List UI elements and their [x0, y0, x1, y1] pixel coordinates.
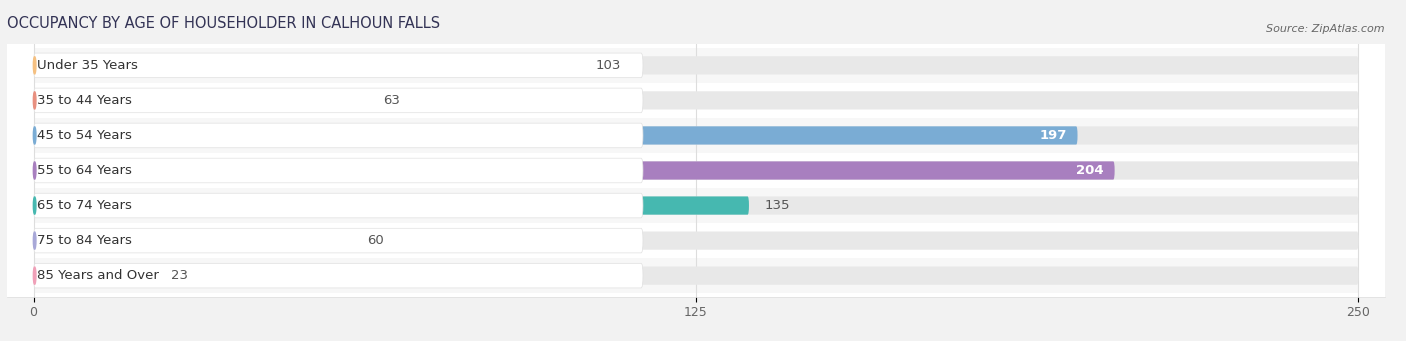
FancyBboxPatch shape	[34, 161, 1115, 180]
Text: Under 35 Years: Under 35 Years	[37, 59, 138, 72]
FancyBboxPatch shape	[34, 232, 1358, 250]
Bar	[34, 188, 1358, 223]
Text: 135: 135	[765, 199, 790, 212]
Bar	[34, 48, 1358, 83]
Circle shape	[34, 162, 37, 179]
FancyBboxPatch shape	[34, 91, 1358, 109]
Circle shape	[34, 57, 37, 74]
Bar	[34, 118, 1358, 153]
FancyBboxPatch shape	[34, 56, 579, 74]
Bar	[34, 258, 1358, 293]
Text: 204: 204	[1077, 164, 1104, 177]
FancyBboxPatch shape	[34, 158, 643, 183]
FancyBboxPatch shape	[34, 193, 643, 218]
Circle shape	[34, 197, 37, 214]
FancyBboxPatch shape	[34, 232, 352, 250]
Text: OCCUPANCY BY AGE OF HOUSEHOLDER IN CALHOUN FALLS: OCCUPANCY BY AGE OF HOUSEHOLDER IN CALHO…	[7, 16, 440, 31]
Text: 65 to 74 Years: 65 to 74 Years	[37, 199, 132, 212]
Text: Source: ZipAtlas.com: Source: ZipAtlas.com	[1267, 24, 1385, 34]
FancyBboxPatch shape	[34, 196, 1358, 215]
Bar	[34, 153, 1358, 188]
Text: 103: 103	[595, 59, 620, 72]
FancyBboxPatch shape	[34, 88, 643, 113]
FancyBboxPatch shape	[34, 123, 643, 148]
Text: 35 to 44 Years: 35 to 44 Years	[37, 94, 132, 107]
FancyBboxPatch shape	[34, 91, 367, 109]
Text: 63: 63	[384, 94, 401, 107]
FancyBboxPatch shape	[34, 196, 749, 215]
Circle shape	[34, 267, 37, 284]
FancyBboxPatch shape	[34, 126, 1077, 145]
Text: 55 to 64 Years: 55 to 64 Years	[37, 164, 132, 177]
Text: 45 to 54 Years: 45 to 54 Years	[37, 129, 132, 142]
FancyBboxPatch shape	[34, 53, 643, 78]
FancyBboxPatch shape	[34, 267, 1358, 285]
FancyBboxPatch shape	[34, 161, 1358, 180]
FancyBboxPatch shape	[34, 228, 643, 253]
Circle shape	[34, 232, 37, 249]
Text: 23: 23	[172, 269, 188, 282]
Text: 75 to 84 Years: 75 to 84 Years	[37, 234, 132, 247]
Text: 85 Years and Over: 85 Years and Over	[37, 269, 159, 282]
FancyBboxPatch shape	[34, 267, 156, 285]
FancyBboxPatch shape	[34, 126, 1358, 145]
Bar	[34, 83, 1358, 118]
FancyBboxPatch shape	[34, 56, 1358, 74]
Text: 60: 60	[367, 234, 384, 247]
Circle shape	[34, 92, 37, 109]
Text: 197: 197	[1039, 129, 1067, 142]
Bar	[34, 223, 1358, 258]
Circle shape	[34, 127, 37, 144]
FancyBboxPatch shape	[34, 263, 643, 288]
